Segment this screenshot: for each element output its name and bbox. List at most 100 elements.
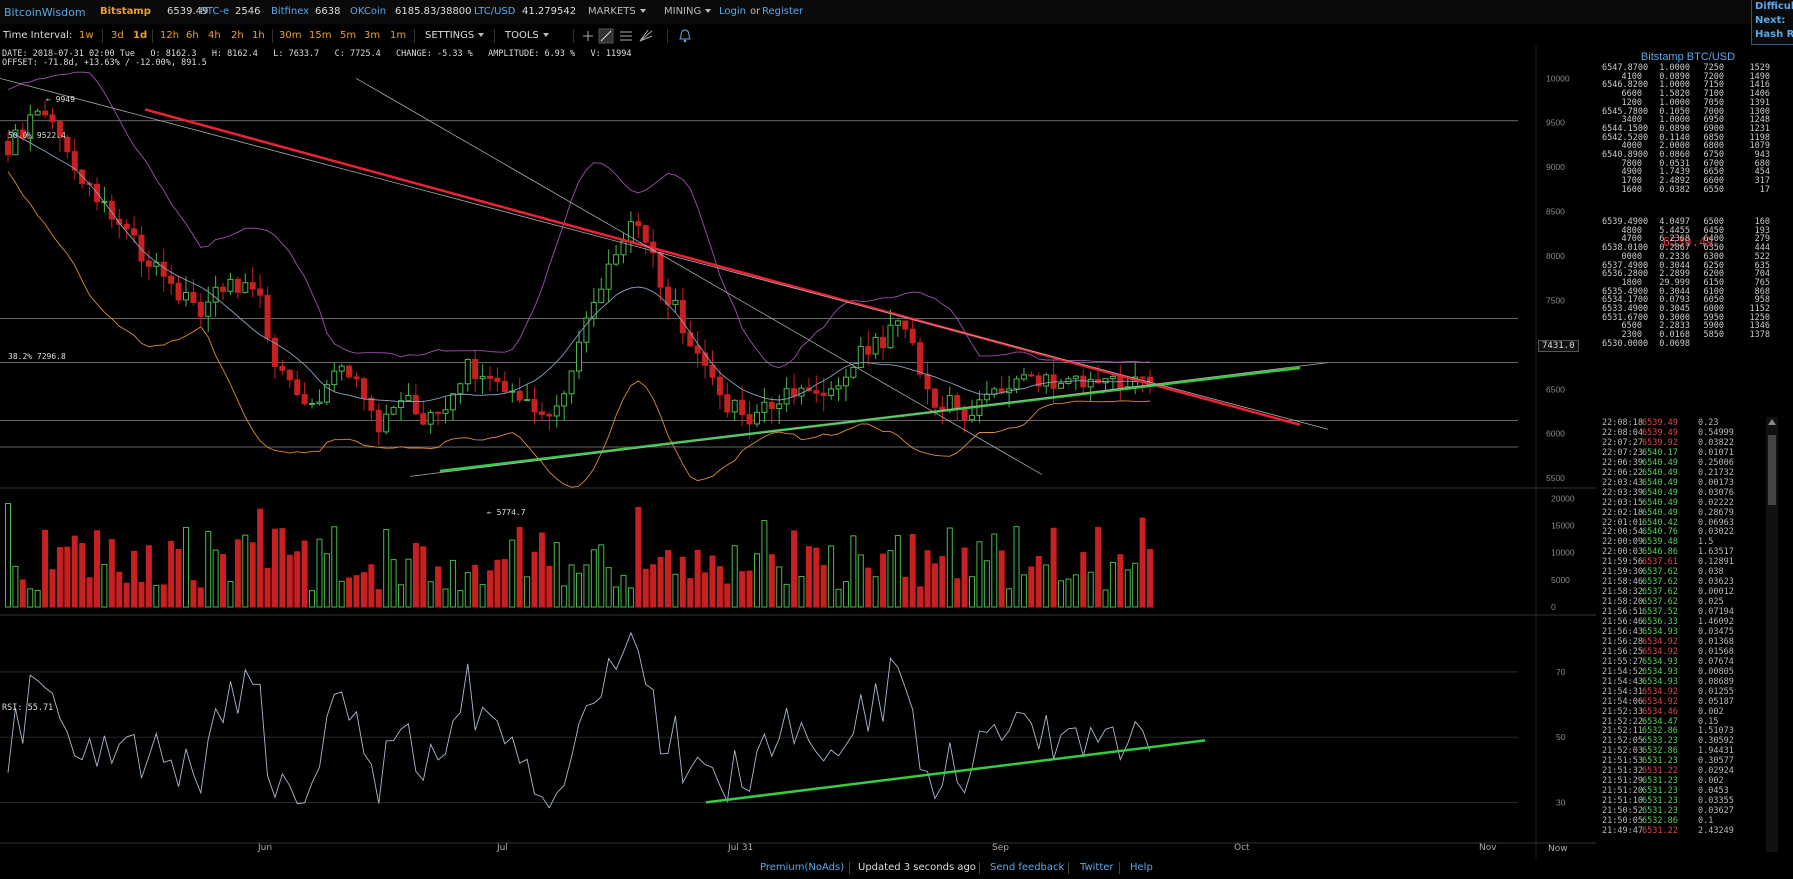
- volume-bar: [976, 541, 983, 608]
- x-label-jul31: Jul 31: [728, 843, 754, 853]
- interval-4h[interactable]: 4h: [208, 30, 221, 41]
- brand-logo[interactable]: BitcoinWisdom: [4, 6, 86, 19]
- order-book: Bitstamp BTC/USD 6547.8700 1.0000 7250 1529…: [1598, 45, 1778, 405]
- interval-2h[interactable]: 2h: [231, 30, 244, 41]
- volume-bar: [627, 587, 634, 608]
- scroll-up-icon[interactable]: [1768, 419, 1776, 425]
- interval-3m[interactable]: 3m: [364, 30, 381, 41]
- order-book-last-price: 6539.49: [1662, 235, 1714, 249]
- trade-row: 21:49:47 6531.22 2.43249: [1598, 826, 1774, 836]
- order-book-cell: 0.0890: [1659, 71, 1690, 82]
- candle-body: [227, 278, 234, 292]
- volume-bar: [887, 550, 894, 608]
- settings-menu[interactable]: SETTINGS: [425, 30, 485, 41]
- volume-bar: [642, 568, 649, 608]
- trade-price: 6534.93: [1642, 666, 1678, 677]
- candle-body: [190, 291, 197, 303]
- volume-bar: [420, 546, 427, 608]
- candle-body: [1095, 378, 1102, 384]
- volume-bar: [19, 579, 26, 608]
- order-book-cell: 5950: [1703, 312, 1724, 323]
- interval-12h[interactable]: 12h: [160, 30, 180, 41]
- premium-link[interactable]: Premium(NoAds): [760, 862, 845, 873]
- order-book-cell: 4700: [1621, 234, 1642, 245]
- trade-time: 22:08:04: [1602, 427, 1643, 438]
- order-book-cell: 0.0860: [1659, 150, 1690, 160]
- high-marker-label: ← 9949: [46, 95, 75, 104]
- volume-bar: [768, 554, 775, 608]
- trade-time: 21:55:27: [1602, 656, 1643, 667]
- help-link[interactable]: Help: [1130, 862, 1153, 873]
- exchange-ltc-link[interactable]: LTC/USD: [474, 6, 516, 17]
- interval-6h[interactable]: 6h: [186, 30, 199, 41]
- markets-menu[interactable]: MARKETS: [588, 6, 646, 17]
- interval-15m[interactable]: 15m: [309, 30, 332, 41]
- interval-1h[interactable]: 1h: [252, 30, 265, 41]
- candle-body: [398, 400, 405, 409]
- exchange-bitstamp-link[interactable]: Bitstamp: [100, 6, 151, 17]
- order-book-cell: 444: [1754, 243, 1770, 254]
- candle-body: [1102, 378, 1109, 384]
- trade-row: 21:58:32 6537.62 0.00012: [1598, 587, 1774, 597]
- candle-body: [168, 275, 175, 284]
- interval-1w[interactable]: 1w: [79, 30, 94, 41]
- interval-5m[interactable]: 5m: [340, 30, 357, 41]
- fib-lines-tool-icon[interactable]: [620, 31, 632, 41]
- volume-bar: [123, 582, 130, 608]
- candle-body: [360, 378, 367, 399]
- candle-body: [264, 294, 271, 339]
- trade-time: 22:03:39: [1602, 487, 1643, 498]
- tools-menu[interactable]: TOOLS: [505, 30, 549, 41]
- trade-time: 21:54:06: [1602, 696, 1643, 707]
- register-link[interactable]: Register: [762, 6, 804, 17]
- volume-bar: [294, 551, 301, 608]
- candle-body: [946, 395, 953, 412]
- candle-body: [724, 394, 731, 413]
- bell-icon[interactable]: [679, 29, 691, 43]
- price-chart[interactable]: 5500600065007000750080008500900095001000…: [0, 45, 1596, 858]
- order-book-cell: 1.0000: [1659, 63, 1690, 73]
- twitter-link[interactable]: Twitter: [1080, 862, 1114, 873]
- trade-time: 21:51:29: [1602, 776, 1643, 787]
- chevron-down-icon: [542, 33, 549, 37]
- trades-scrollbar[interactable]: [1766, 417, 1778, 852]
- interval-1m[interactable]: 1m: [390, 30, 407, 41]
- hashrate-label: Hash Ra: [1755, 29, 1793, 40]
- candle-body: [694, 345, 701, 354]
- interval-30m[interactable]: 30m: [279, 30, 302, 41]
- mining-menu[interactable]: MINING: [664, 6, 712, 17]
- order-book-cell: 1200: [1621, 97, 1642, 108]
- volume-bar: [108, 539, 115, 608]
- candle-body: [479, 375, 486, 380]
- exchange-bitfinex-link[interactable]: Bitfinex: [271, 6, 310, 17]
- volume-bar: [71, 535, 78, 608]
- volume-bar: [798, 575, 805, 608]
- fan-tool-icon[interactable]: [639, 29, 653, 42]
- interval-3d[interactable]: 3d: [111, 30, 124, 41]
- exchange-okcoin-link[interactable]: OKCoin: [350, 6, 387, 17]
- exchange-btce-link[interactable]: BTC-e: [200, 6, 230, 17]
- interval-1d[interactable]: 1d: [133, 30, 148, 41]
- volume-bar: [138, 581, 145, 608]
- low-marker-label: ← 5774.7: [487, 508, 526, 517]
- volume-bar: [1102, 589, 1109, 608]
- chevron-down-icon: [705, 9, 712, 13]
- order-book-cell: 193: [1754, 225, 1770, 236]
- login-link[interactable]: Login: [719, 6, 746, 17]
- trade-price: 6540.17: [1642, 447, 1678, 458]
- x-label-jul: Jul: [497, 843, 508, 853]
- recent-trades-list[interactable]: 22:08:18 6539.49 0.23 22:08:04 6539.49 0.5499…: [1598, 415, 1778, 852]
- trade-amount: 0.03623: [1698, 577, 1734, 588]
- volume-bar: [101, 563, 108, 608]
- send-feedback-link[interactable]: Send feedback: [990, 862, 1065, 873]
- order-book-cell: 454: [1754, 167, 1770, 178]
- volume-bar: [872, 576, 879, 608]
- scrollbar-thumb[interactable]: [1768, 435, 1776, 505]
- volume-bar: [857, 554, 864, 608]
- candle-body: [828, 388, 835, 396]
- trade-row: 21:56:51 6537.52 0.07194: [1598, 607, 1774, 617]
- crosshair-tool-icon[interactable]: [583, 31, 593, 41]
- order-book-cell: 1600: [1621, 184, 1642, 195]
- trendline-tool-icon[interactable]: [598, 28, 614, 44]
- ohlc-info-line: DATE: 2018-07-31 02:00 Tue O: 8162.3 H: …: [2, 49, 632, 59]
